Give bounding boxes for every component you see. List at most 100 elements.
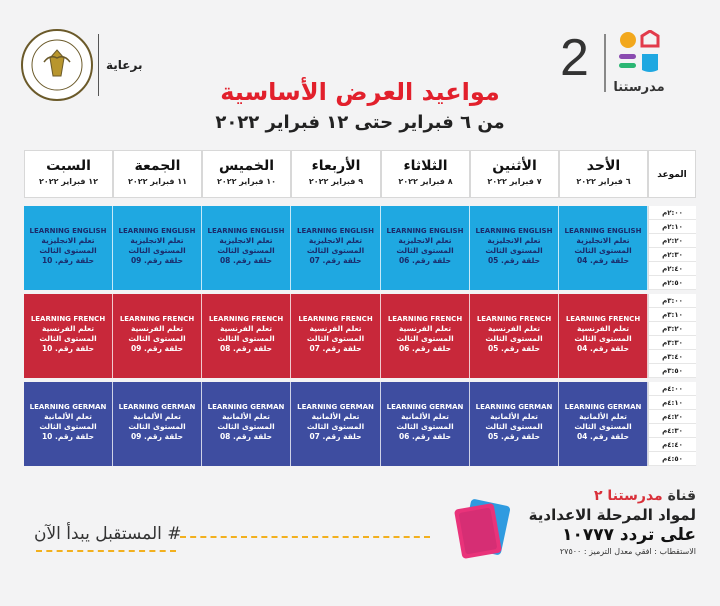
program-cell: LEARNING ENGLISH تعلم الانجليزية المستوى ا… [291,206,381,290]
program-episode: حلقة رقم. 06 [398,432,452,441]
day-name: الثلاثاء [403,158,448,174]
day-date: ٨ فبراير ٢٠٢٢ [398,177,453,186]
program-title-ar: تعلم الانجليزية [576,236,630,245]
program-level: المستوى الثالث [128,246,186,255]
madrasatna-logo-icon [619,30,660,72]
program-title-en: LEARNING GERMAN [207,403,285,411]
time-slots: ٤:٠٠م ٤:١٠م ٤:٢٠م ٤:٣٠م ٤:٤٠م ٤:٥٠م [648,382,696,466]
program-title-ar: تعلم الفرنسية [219,324,273,333]
day-date: ١٢ فبراير ٢٠٢٢ [38,177,99,186]
program-episode: حلقة رقم. 05 [487,432,541,441]
time-slot: ٢:٠٠م [649,206,696,220]
program-episode: حلقة رقم. 09 [130,432,184,441]
time-slot: ٣:١٠م [649,308,696,322]
program-level: المستوى الثالث [128,422,186,431]
program-title-ar: تعلم الانجليزية [398,236,452,245]
time-slot: ٤:٠٠م [649,382,696,396]
day-name: الجمعة [134,158,181,174]
day-date: ٦ فبراير ٢٠٢٢ [576,177,631,186]
program-cell: LEARNING FRENCH تعلم الفرنسية المستوى الثا… [470,294,559,378]
program-level: المستوى الثالث [128,334,186,343]
day-date: ١٠ فبراير ٢٠٢٢ [216,177,277,186]
program-episode: حلقة رقم. 09 [130,344,184,353]
channel-info: قناة مدرستنا ٢ لمواد المرحلة الاعدادية ع… [496,488,696,556]
brand-divider [604,34,606,92]
program-episode: حلقة رقم. 10 [41,256,95,265]
program-level: المستوى الثالث [39,334,97,343]
program-cell: LEARNING ENGLISH تعلم الانجليزية المستوى ا… [559,206,648,290]
program-title-en: LEARNING FRENCH [119,315,195,323]
program-title-en: LEARNING FRENCH [476,315,552,323]
time-slot: ٤:٥٠م [649,452,696,466]
hashtag-slogan: # المستقبل يبدأ الآن [34,524,182,544]
program-title-en: LEARNING GERMAN [118,403,196,411]
program-cell: LEARNING FRENCH تعلم الفرنسية المستوى الثا… [559,294,648,378]
program-cell: LEARNING GERMAN تعلم الألمانية المستوى الث… [202,382,291,466]
program-title-en: LEARNING FRENCH [208,315,284,323]
program-episode: حلقة رقم. 07 [309,256,362,265]
program-episode: حلقة رقم. 08 [219,432,273,441]
day-header: الجمعة ١١ فبراير ٢٠٢٢ [113,150,202,198]
program-level: المستوى الثالث [574,246,632,255]
program-cell: LEARNING ENGLISH تعلم الانجليزية المستوى ا… [381,206,470,290]
program-cell: LEARNING FRENCH تعلم الفرنسية المستوى الثا… [24,294,113,378]
program-title-en: LEARNING ENGLISH [118,227,196,235]
program-level: المستوى الثالث [396,334,454,343]
program-level: المستوى الثالث [396,422,454,431]
time-slots: ٢:٠٠م ٢:١٠م ٢:٢٠م ٢:٣٠م ٢:٤٠م ٢:٥٠م [648,206,696,290]
program-title-en: LEARNING FRENCH [30,315,106,323]
program-episode: حلقة رقم. 05 [487,256,541,265]
program-title-ar: تعلم الألمانية [311,412,360,421]
program-title-ar: تعلم الفرنسية [309,324,362,333]
page-subtitle: من ٦ فبراير حتى ١٢ فبراير ٢٠٢٢ [215,112,505,133]
program-level: المستوى الثالث [574,334,632,343]
program-title-en: LEARNING ENGLISH [207,227,285,235]
channel-prefix: قناة [662,488,696,504]
program-cell: LEARNING FRENCH تعلم الفرنسية المستوى الثا… [291,294,381,378]
program-level: المستوى الثالث [485,246,543,255]
time-slot: ٣:٤٠م [649,350,696,364]
time-slot: ٤:١٠م [649,396,696,410]
program-cell: LEARNING FRENCH تعلم الفرنسية المستوى الثا… [202,294,291,378]
time-slot: ٤:٣٠م [649,424,696,438]
program-title-ar: تعلم الانجليزية [130,236,184,245]
frequency-line: على تردد ١٠٧٧٧ [562,525,696,545]
program-cell: LEARNING ENGLISH تعلم الانجليزية المستوى ا… [470,206,559,290]
program-episode: حلقة رقم. 05 [487,344,541,353]
program-cell: LEARNING GERMAN تعلم الألمانية المستوى الث… [381,382,470,466]
program-cell: LEARNING GERMAN تعلم الألمانية المستوى الث… [559,382,648,466]
program-title-ar: تعلم الانجليزية [219,236,273,245]
program-title-en: LEARNING FRENCH [298,315,373,323]
program-title-en: LEARNING ENGLISH [29,227,107,235]
program-cell: LEARNING GERMAN تعلم الألمانية المستوى الث… [24,382,113,466]
program-title-ar: تعلم الألمانية [490,412,538,421]
time-column-header: الموعد [648,150,696,198]
program-title-ar: تعلم الانجليزية [41,236,95,245]
program-title-ar: تعلم الفرنسية [398,324,452,333]
program-level: المستوى الثالث [306,422,365,431]
day-header: الثلاثاء ٨ فبراير ٢٠٢٢ [381,150,470,198]
notebooks-icon [454,499,511,559]
program-title-ar: تعلم الألمانية [44,412,92,421]
decorative-dashed-underline [36,550,176,552]
day-name: الأثنين [492,158,537,174]
program-band: LEARNING ENGLISH تعلم الانجليزية المستوى ا… [24,206,648,290]
program-episode: حلقة رقم. 04 [576,432,630,441]
program-level: المستوى الثالث [217,246,275,255]
day-name: الخميس [218,158,275,174]
program-episode: حلقة رقم. 07 [309,432,362,441]
program-title-en: LEARNING GERMAN [297,403,374,411]
day-name: الأحد [586,158,621,174]
program-title-ar: تعلم الألمانية [133,412,181,421]
program-cell: LEARNING ENGLISH تعلم الانجليزية المستوى ا… [24,206,113,290]
program-cell: LEARNING ENGLISH تعلم الانجليزية المستوى ا… [113,206,202,290]
program-level: المستوى الثالث [39,422,97,431]
brand-name: مدرستنا [613,80,665,95]
program-title-ar: تعلم الفرنسية [130,324,184,333]
time-slot: ٢:٤٠م [649,262,696,276]
program-cell: LEARNING GERMAN تعلم الألمانية المستوى الث… [291,382,381,466]
program-title-en: LEARNING ENGLISH [475,227,553,235]
header-divider [98,34,99,96]
program-cell: LEARNING FRENCH تعلم الفرنسية المستوى الثا… [113,294,202,378]
